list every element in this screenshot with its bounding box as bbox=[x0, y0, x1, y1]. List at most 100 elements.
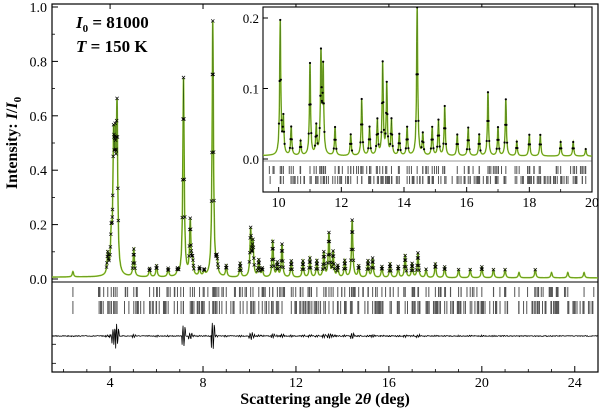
data-point bbox=[114, 134, 119, 139]
inset-data-point bbox=[398, 142, 402, 145]
inset-data-point bbox=[386, 112, 389, 116]
data-point bbox=[330, 260, 335, 265]
data-point bbox=[132, 252, 137, 257]
data-point bbox=[110, 207, 115, 212]
data-point bbox=[327, 239, 332, 244]
data-point bbox=[416, 251, 420, 255]
inset-data-point bbox=[528, 133, 531, 136]
data-point bbox=[260, 267, 265, 272]
data-point bbox=[187, 227, 192, 232]
inset-data-point bbox=[280, 119, 283, 122]
inset-data-point bbox=[497, 138, 500, 141]
inset-data-point bbox=[516, 146, 519, 150]
data-point bbox=[307, 260, 312, 264]
inset-data-point bbox=[416, 6, 419, 9]
inset-data-point bbox=[504, 98, 507, 101]
data-point bbox=[314, 262, 319, 266]
data-point bbox=[211, 150, 216, 154]
data-point bbox=[410, 264, 415, 269]
observed-data-points bbox=[104, 19, 538, 273]
inset-x-tick-label: 10 bbox=[272, 196, 286, 211]
inset-data-point bbox=[431, 138, 434, 141]
inset-data-point bbox=[389, 142, 392, 146]
data-point bbox=[388, 264, 393, 269]
inset-data-point bbox=[444, 127, 447, 130]
data-point bbox=[403, 253, 408, 258]
inset-data-point bbox=[376, 132, 380, 135]
data-point bbox=[251, 237, 255, 242]
inset-data-point bbox=[539, 133, 542, 136]
data-point bbox=[342, 258, 347, 263]
data-point bbox=[148, 268, 152, 272]
data-point bbox=[387, 264, 392, 269]
inset-y-tick-label: 0.1 bbox=[243, 82, 259, 97]
inset-data-point bbox=[290, 125, 293, 128]
data-point bbox=[113, 138, 118, 142]
data-point bbox=[433, 265, 437, 269]
inset-data-point bbox=[291, 147, 294, 150]
data-point bbox=[113, 147, 118, 152]
inset-data-point bbox=[496, 126, 500, 129]
data-point bbox=[289, 262, 293, 267]
data-point bbox=[322, 261, 327, 266]
inset-data-point bbox=[368, 125, 371, 128]
inset-x-tick-label: 20 bbox=[585, 196, 599, 211]
data-point bbox=[111, 154, 115, 159]
inset-data-point bbox=[422, 141, 425, 144]
inset-data-point bbox=[350, 149, 354, 152]
inset-data-point bbox=[359, 141, 362, 144]
data-point bbox=[380, 266, 385, 271]
inset-data-point bbox=[390, 133, 394, 136]
data-point bbox=[332, 266, 337, 271]
inset-data-point bbox=[485, 139, 488, 143]
inset-data-point bbox=[420, 146, 423, 149]
data-point bbox=[404, 268, 409, 273]
data-point bbox=[366, 266, 371, 271]
data-point bbox=[181, 117, 185, 121]
inset-data-point bbox=[431, 125, 434, 128]
data-point bbox=[389, 268, 393, 273]
data-point bbox=[238, 264, 243, 268]
inset-data-point bbox=[316, 142, 319, 145]
data-point bbox=[182, 117, 186, 121]
data-point bbox=[113, 121, 118, 126]
data-point bbox=[366, 262, 371, 266]
inset-data-point bbox=[282, 112, 285, 116]
data-point bbox=[189, 243, 193, 247]
inset-data-point bbox=[406, 125, 409, 128]
inset-data-point bbox=[414, 119, 418, 123]
x-tick-label: 16 bbox=[382, 376, 396, 391]
inset-data-point bbox=[495, 147, 498, 150]
data-point bbox=[191, 263, 196, 268]
x-axis-label: Scattering angle 2θ (deg) bbox=[240, 391, 410, 408]
data-point bbox=[370, 256, 375, 260]
inset-data-point bbox=[488, 139, 491, 143]
inset-data-point bbox=[300, 145, 303, 149]
data-point bbox=[166, 268, 171, 272]
inset-data-point bbox=[322, 102, 325, 105]
data-point bbox=[110, 215, 115, 219]
data-point bbox=[503, 267, 507, 272]
data-point bbox=[116, 218, 121, 223]
data-point bbox=[270, 247, 275, 251]
inset-data-point bbox=[572, 140, 575, 144]
calc-curve bbox=[52, 21, 598, 279]
inset-data-point bbox=[478, 142, 481, 145]
data-point bbox=[107, 258, 111, 263]
data-point bbox=[189, 248, 194, 253]
x-tick-label: 24 bbox=[568, 376, 582, 391]
inset-data-point bbox=[429, 147, 433, 150]
inset-data-point bbox=[391, 144, 394, 148]
data-point bbox=[215, 252, 219, 257]
inset-data-point bbox=[417, 119, 420, 122]
data-point bbox=[480, 267, 485, 272]
data-point bbox=[115, 135, 120, 139]
inset-data-point bbox=[390, 117, 393, 120]
y-tick-label: 0.6 bbox=[30, 110, 48, 125]
inset-data-point bbox=[381, 60, 384, 63]
inset-data-point bbox=[288, 146, 292, 150]
data-point bbox=[108, 232, 113, 237]
data-point bbox=[131, 252, 136, 257]
data-point bbox=[416, 263, 421, 268]
x-tick-label: 4 bbox=[107, 376, 114, 391]
